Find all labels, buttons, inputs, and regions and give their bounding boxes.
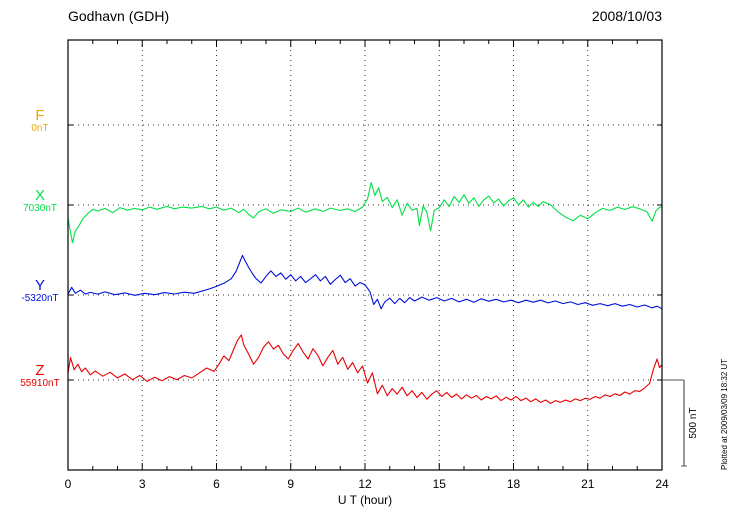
x-tick-label: 24 [655,477,669,491]
component-ref-f: 0nT [31,122,49,134]
trace-z [67,334,663,404]
component-letter-x: X [34,187,45,204]
x-axis-title: U T (hour) [338,493,392,507]
plot-frame [67,39,663,471]
x-tick-label: 21 [581,477,595,491]
component-label-f: F 0nT [12,108,68,134]
trace-x [67,182,663,244]
component-letter-y: Y [34,277,45,294]
scale-bar-label: 500 nT [688,407,699,438]
component-ref-y: -5320nT [21,292,59,304]
component-ref-x: 7030nT [23,202,57,214]
component-letter-f: F [35,107,45,124]
x-tick-label: 9 [287,477,294,491]
trace-y [67,254,663,310]
plotted-at-note: Plotted at 2009/03/09 18:32 UT [720,358,729,470]
station-title: Godhavn (GDH) [68,8,170,24]
component-label-y: Y -5320nT [12,278,68,304]
component-label-x: X 7030nT [12,188,68,214]
x-tick-label: 6 [213,477,220,491]
x-tick-label: 18 [507,477,521,491]
x-tick-label: 15 [433,477,447,491]
x-tick-label: 0 [65,477,72,491]
x-tick-label: 3 [139,477,146,491]
component-label-z: Z 55910nT [12,363,68,389]
component-ref-z: 55910nT [20,377,60,389]
date-label: 2008/10/03 [591,8,662,24]
x-tick-label: 12 [358,477,372,491]
component-letter-z: Z [35,362,45,379]
